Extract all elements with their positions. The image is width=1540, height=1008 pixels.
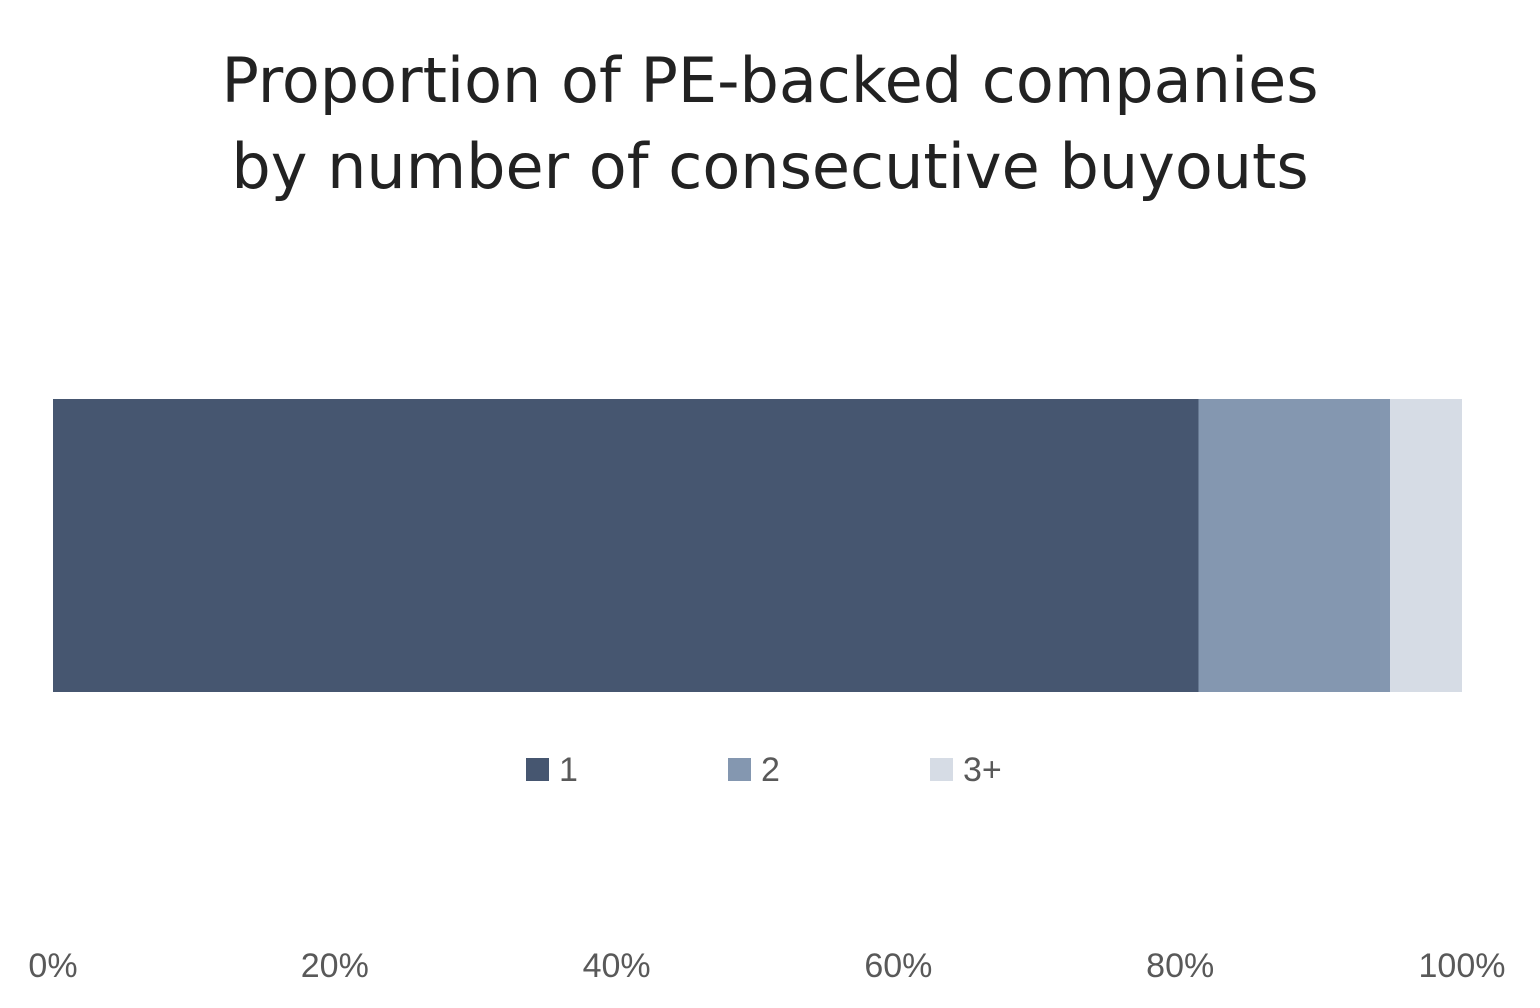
x-tick-label: 60% — [864, 947, 932, 985]
bar-segment-1 — [53, 399, 1199, 692]
chart-title: Proportion of PE-backed companies by num… — [0, 38, 1540, 210]
legend-label-3: 3+ — [963, 751, 1002, 789]
legend-label-2: 2 — [761, 751, 780, 789]
x-tick-label: 20% — [301, 947, 369, 985]
x-tick-label: 80% — [1146, 947, 1214, 985]
bar-segment-3 — [1390, 399, 1462, 692]
x-tick-label: 0% — [28, 947, 77, 985]
x-tick-label: 100% — [1419, 947, 1506, 985]
x-tick-label: 40% — [583, 947, 651, 985]
chart-title-line-2: by number of consecutive buyouts — [231, 130, 1309, 203]
legend-swatch-2 — [728, 758, 751, 781]
chart-title-line-1: Proportion of PE-backed companies — [221, 44, 1319, 117]
legend-swatch-3 — [930, 758, 953, 781]
bar-segment-2 — [1198, 399, 1391, 692]
legend-label-1: 1 — [559, 751, 578, 789]
legend-swatch-1 — [526, 758, 549, 781]
